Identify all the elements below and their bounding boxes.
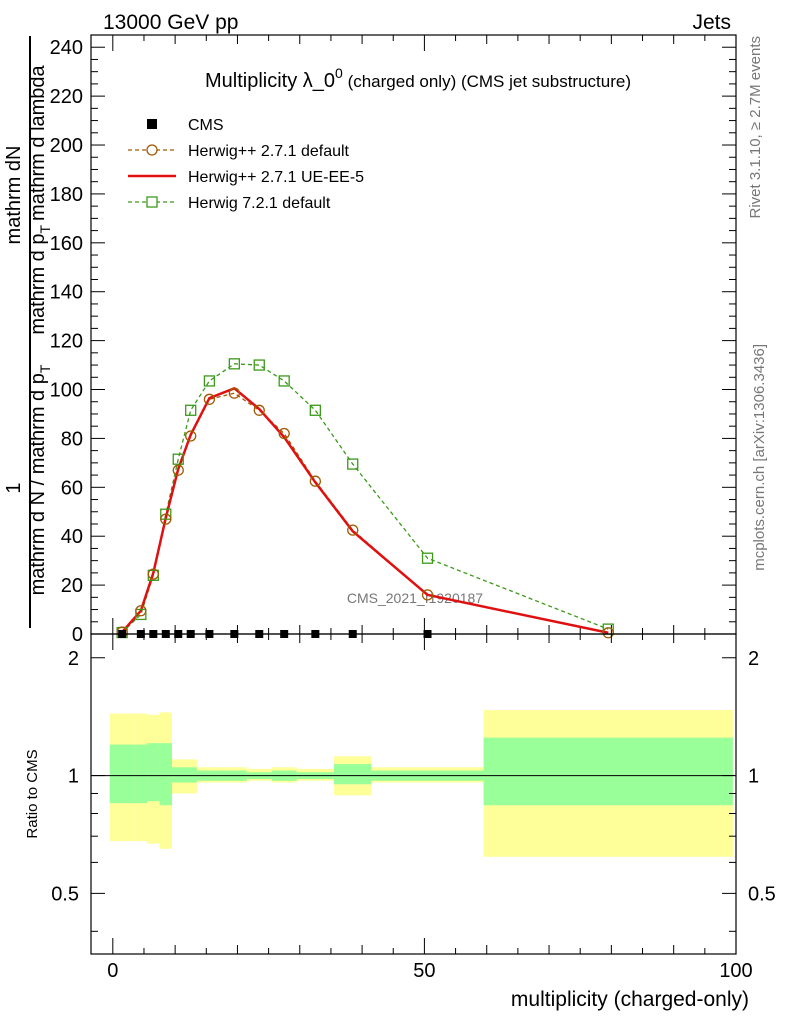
legend-entry-label: CMS [188,117,224,134]
ratio-y-tick-label: 0.5 [51,883,79,905]
series-herwigpp-default-marker [228,387,240,399]
y-tick-label: 100 [50,380,83,402]
series-herwigpp-default-marker [203,393,216,405]
y-tick-label: 60 [61,477,83,499]
ratio-y-tick-label-right: 0.5 [748,883,776,905]
ratio-y-tick-label-right: 1 [748,766,759,788]
series-herwig721-marker [185,404,197,416]
series-herwigpp-default-marker [421,589,434,601]
y-tick-label: 160 [50,233,83,255]
series-herwigpp-default-marker [147,568,159,580]
series-herwig721-marker [160,508,172,520]
rivet-label: Rivet 3.1.10, ≥ 2.7M events [747,36,764,219]
y-axis-label-mid: mathrm d pTmathrm d lambda [27,64,53,334]
y-tick-label: 80 [61,428,83,450]
series-herwigpp-ueee5-line [121,386,609,635]
ratio-stat-uncertainty-band [109,744,135,804]
ratio-y-tick-label-right: 2 [748,648,759,670]
legend-entry-label: Herwig++ 2.7.1 UE-EE-5 [188,169,364,186]
ratio-stat-uncertainty-band [483,737,733,806]
series-herwigpp-default-marker [135,605,147,617]
series-herwig721-marker [172,453,184,465]
series-herwig721-marker [421,552,434,564]
series-herwig721-marker [228,358,240,370]
x-axis-label: multiplicity (charged-only) [511,988,749,1011]
chart-title: Multiplicity λ_00 (charged only) (CMS je… [205,65,631,92]
ratio-stat-uncertainty-band [334,764,372,785]
ratio-stat-uncertainty-band [134,744,148,804]
series-herwig721-marker [309,404,321,416]
y-tick-label: 20 [61,575,83,597]
y-axis-label: mathrm dN mathrm d pTmathrm d lambda 1 m… [3,36,53,628]
ratio-stat-uncertainty-band [147,743,160,802]
x-tick-label: 100 [719,960,752,982]
y-tick-label: 200 [50,135,83,157]
ratio-plot: 0.5 0.5 1 1 2 2 Ratio to CMS [24,633,776,955]
y-tick-label: 140 [50,282,83,304]
ratio-y-tick-label: 1 [68,766,79,788]
y-tick-label: 240 [50,37,83,59]
series-herwigpp-default-marker [172,464,184,476]
legend-entry-label: Herwig++ 2.7.1 default [188,143,350,160]
ratio-y-tick-label: 2 [68,648,79,670]
legend-entry-label: Herwig 7.2.1 default [188,195,331,212]
y-axis-label-bottom: mathrm d N / mathrm d pT [27,364,53,595]
x-tick-label: 50 [413,960,435,982]
x-tick-labels: 0 50 100 [107,960,752,982]
header-left: 13000 GeV pp [103,11,238,34]
y-axis-label-numer: 1 [3,482,25,493]
legend-marker-herwig721 [146,196,158,208]
series-herwigpp-default-marker [253,404,265,416]
y-axis-label-top: mathrm dN [3,146,25,245]
series-herwig721-marker [135,608,147,621]
series-herwigpp-default-marker [602,627,614,639]
legend: CMS Herwig++ 2.7.1 default Herwig++ 2.7.1 … [128,117,364,212]
series-herwigpp-default-marker [185,430,197,442]
series-herwigpp-default-marker [347,524,359,536]
series-herwigpp-default-marker [309,475,321,487]
series-herwigpp-default-marker [278,427,290,440]
y-tick-label: 220 [50,86,83,108]
series-herwig721-marker [347,458,359,470]
y-tick-label: 180 [50,184,83,206]
ratio-frame [90,633,737,955]
series-herwig721-marker [203,375,216,387]
ratio-stat-uncertainty-band [184,767,197,783]
ratio-stat-uncertainty-band [172,767,185,783]
y-tick-label: 120 [50,331,83,353]
y-tick-label: 0 [72,624,83,646]
mcplots-label: mcplots.cern.ch [arXiv:1306.3436] [751,344,768,571]
legend-marker-cms [147,119,157,129]
legend-marker-herwigpp-default [146,144,158,156]
main-plot: 0 20 40 60 80 100 120 140 160 180 200 220 240 CMS_20… [50,34,737,646]
y-tick-label: 40 [61,526,83,548]
series-herwig721-marker [253,359,265,371]
ratio-stat-uncertainty-band [159,743,173,806]
series-herwigpp-default-marker [160,513,172,525]
series-herwig721-marker [278,375,290,387]
ratio-y-label: Ratio to CMS [24,749,41,838]
analysis-watermark: CMS_2021_I1920187 [347,590,483,606]
x-tick-label: 0 [107,960,118,982]
header-right: Jets [692,11,731,34]
